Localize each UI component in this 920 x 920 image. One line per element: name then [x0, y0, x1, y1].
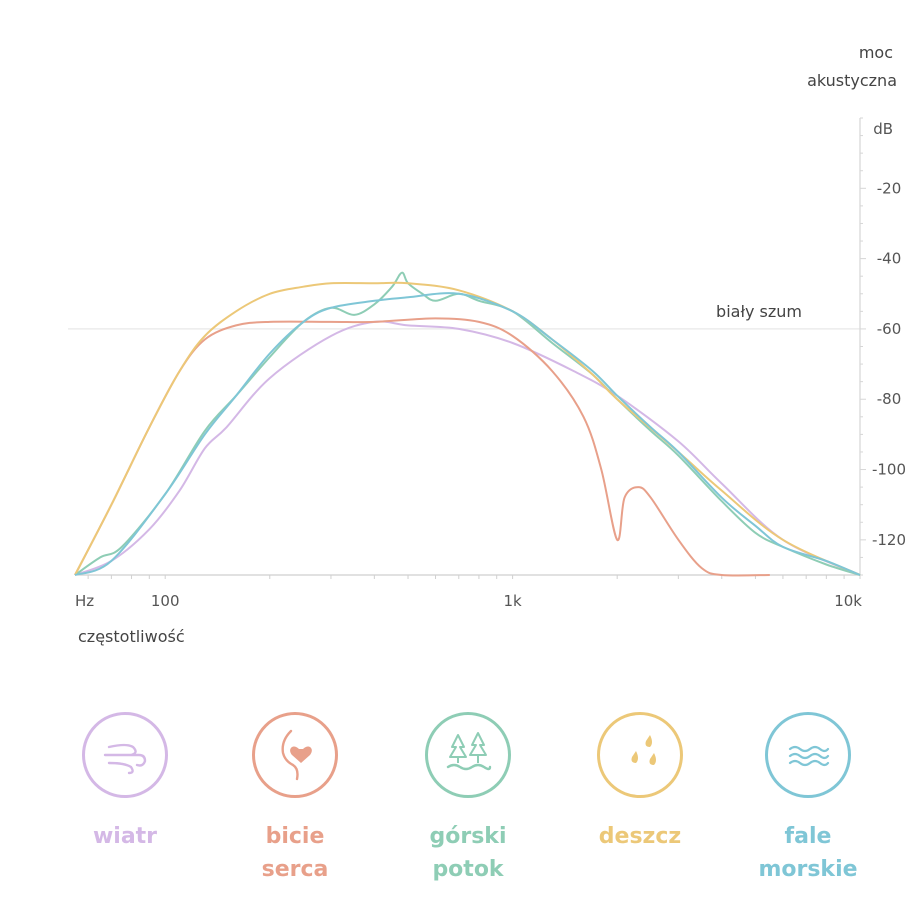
y-tick-label: -20: [877, 179, 902, 197]
legend-item: wiatr: [50, 712, 200, 853]
series-line-górski-potok: [74, 271, 861, 576]
legend-label-line1: górski: [429, 824, 507, 849]
x-tick-label: 10k: [834, 592, 862, 610]
legend-label: bicie serca: [220, 820, 370, 886]
legend-label-line1: wiatr: [92, 824, 158, 849]
x-tick-label: 1k: [503, 592, 522, 610]
rain-drops-icon: [597, 712, 683, 798]
legend-label-line1: bicie: [265, 824, 325, 849]
sea-waves-icon: [765, 712, 851, 798]
white-noise-label: biały szum: [716, 302, 802, 321]
y-unit-label: dB: [873, 120, 893, 138]
legend-item: górski potok: [393, 712, 543, 886]
series-line-bicie-serca: [74, 317, 770, 577]
legend-item: deszcz: [565, 712, 715, 853]
y-tick-label: -120: [872, 531, 906, 549]
series-line-deszcz: [74, 281, 861, 576]
white-noise-reference: biały szum: [68, 302, 860, 330]
y-tick-label: -100: [872, 461, 906, 479]
series-line-fale-morskie: [74, 292, 861, 576]
legend-label-line1: fale: [784, 824, 832, 849]
legend-label-line2: serca: [261, 857, 329, 882]
y-axis-label-line2: akustyczna: [807, 71, 897, 90]
legend-item: bicie serca: [220, 712, 370, 886]
legend-item: fale morskie: [733, 712, 883, 886]
x-unit-label: Hz: [75, 592, 94, 610]
y-axis-label-line1: moc: [859, 43, 893, 62]
x-tick-label: 100: [151, 592, 180, 610]
legend-label-line2: potok: [432, 857, 504, 882]
x-axis-label: częstotliwość: [78, 627, 185, 646]
series-line-wiatr: [74, 320, 861, 576]
x-axis: 100 1k 10k: [75, 574, 862, 610]
legend-label-line1: deszcz: [598, 824, 682, 849]
legend-label: wiatr: [50, 820, 200, 853]
series-group: [74, 271, 861, 577]
legend-label-line2: morskie: [758, 857, 858, 882]
y-tick-label: -80: [877, 390, 902, 408]
y-axis: -20 -40 -60 -80 -100 -120: [859, 117, 906, 576]
spectrum-chart: biały szum -20 -40 -60 -80 -100 -120 100 1k 10k…: [68, 43, 906, 646]
mountain-stream-icon: [425, 712, 511, 798]
heartbeat-icon: [252, 712, 338, 798]
y-tick-label: -60: [877, 320, 902, 338]
legend-label: fale morskie: [733, 820, 883, 886]
legend-label: górski potok: [393, 820, 543, 886]
legend-label: deszcz: [565, 820, 715, 853]
wind-icon: [82, 712, 168, 798]
y-tick-label: -40: [877, 250, 902, 268]
